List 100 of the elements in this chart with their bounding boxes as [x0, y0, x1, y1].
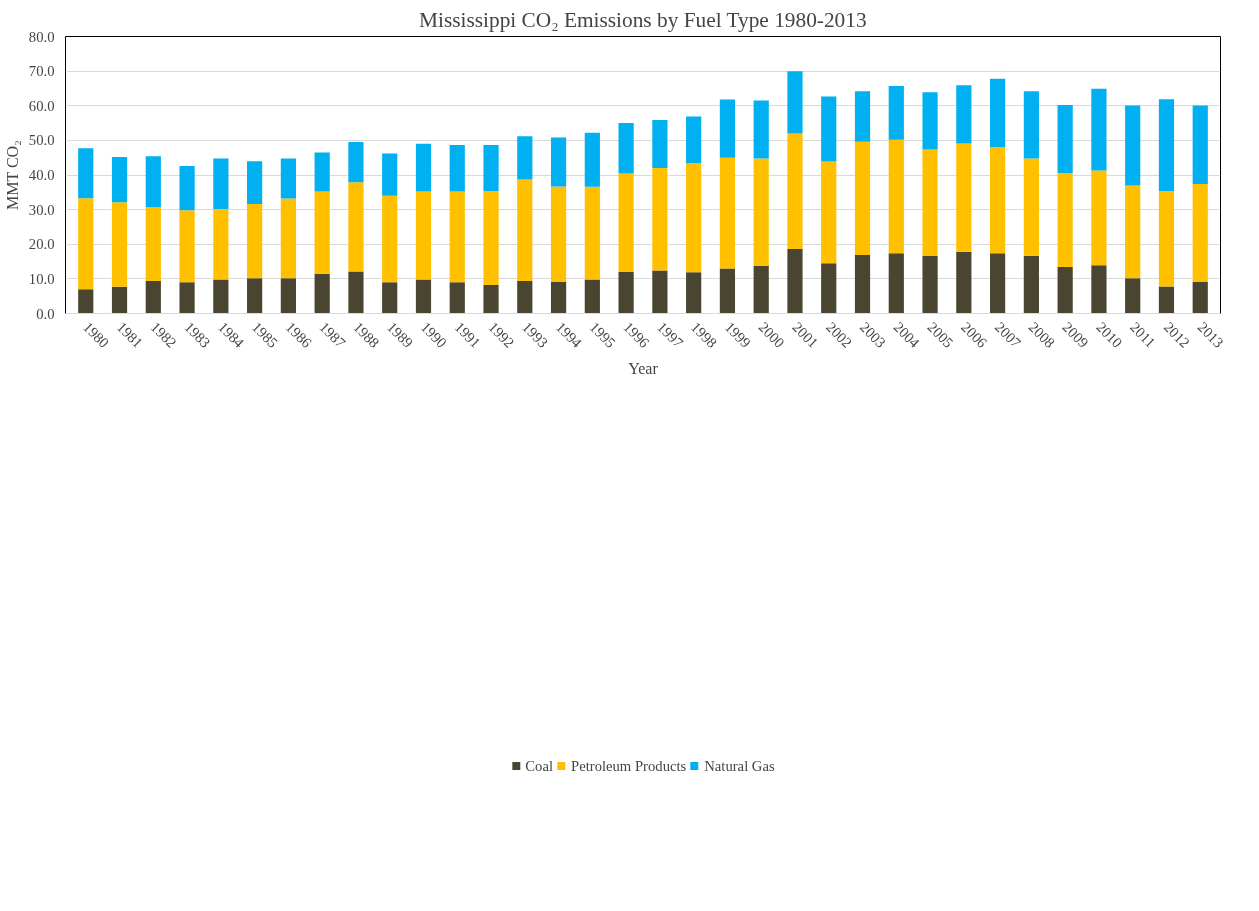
legend-label: Petroleum Products: [571, 757, 687, 775]
x-tick-label: 1997: [654, 318, 687, 351]
bar: [382, 195, 398, 283]
y-tick-label: 30.0: [28, 201, 55, 218]
bar: [1091, 170, 1107, 266]
bar: [584, 186, 600, 280]
x-tick-label: 1987: [316, 318, 349, 351]
bar: [449, 282, 465, 314]
x-tick-label: 1989: [384, 318, 417, 351]
bar: [415, 279, 432, 314]
bar: [449, 144, 465, 192]
y-tick-label: 10.0: [28, 270, 55, 287]
bar: [821, 161, 837, 264]
bar: [956, 143, 972, 252]
bar: [78, 198, 94, 290]
bar: [280, 158, 296, 199]
bar: [1057, 172, 1073, 268]
bar: [483, 190, 499, 286]
x-tick-label: 1980: [80, 318, 113, 351]
bar: [1125, 185, 1141, 279]
bar: [922, 92, 938, 150]
legend-label: Natural Gas: [704, 757, 775, 775]
bar: [652, 119, 668, 169]
bar: [1057, 105, 1073, 173]
bar: [990, 147, 1006, 254]
bar: [1023, 91, 1039, 159]
bar: [922, 149, 938, 257]
bar: [686, 116, 702, 164]
bar: [1158, 99, 1175, 191]
bar: [753, 100, 769, 159]
chart-title: Mississippi CO₂ Emissions by Fuel Type 1980-2013: [419, 7, 867, 32]
bar: [111, 156, 128, 203]
bar: [213, 208, 229, 280]
bar: [415, 191, 432, 280]
y-tick-label: 20.0: [28, 236, 55, 253]
bar: [787, 249, 803, 314]
bar: [449, 191, 465, 283]
bar: [1125, 105, 1141, 186]
bar: [179, 166, 195, 211]
bar: [1125, 278, 1141, 314]
bar: [1158, 190, 1175, 287]
bar: [753, 158, 769, 266]
bar: [517, 280, 533, 314]
bar: [213, 158, 229, 209]
bar: [686, 163, 702, 273]
bar: [652, 270, 668, 314]
bar: [348, 271, 364, 314]
bar: [280, 278, 296, 314]
bar: [517, 136, 533, 180]
bar: [111, 286, 128, 314]
bar: [550, 281, 567, 314]
bar: [787, 133, 803, 250]
bar: [1192, 105, 1208, 184]
bar: [821, 96, 837, 162]
bar: [179, 282, 195, 314]
bar: [145, 156, 161, 208]
bar: [652, 168, 668, 271]
bar: [584, 132, 600, 187]
bar: [854, 91, 871, 142]
bar: [382, 282, 398, 314]
bar: [686, 272, 702, 314]
bar: [483, 285, 499, 314]
bar: [1158, 286, 1175, 314]
bar: [517, 179, 533, 281]
bar: [145, 207, 161, 281]
bar: [854, 254, 871, 314]
bar: [280, 198, 296, 279]
bar: [854, 141, 871, 255]
bar: [145, 280, 161, 314]
y-axis-title: MMT CO₂: [3, 140, 21, 211]
bar: [1057, 267, 1073, 314]
bar: [550, 137, 567, 187]
bar: [719, 157, 736, 269]
bar: [382, 153, 398, 196]
bar: [888, 86, 904, 140]
bar: [1091, 265, 1107, 314]
bar: [584, 279, 600, 314]
bar: [787, 71, 803, 134]
bar: [1023, 158, 1039, 256]
bar: [314, 152, 330, 192]
bar: [719, 99, 736, 158]
bar: [314, 273, 330, 314]
bar: [179, 210, 195, 283]
bar: [550, 186, 567, 282]
bar: [821, 263, 837, 314]
bar: [348, 142, 364, 183]
bar: [888, 253, 904, 314]
bar: [990, 253, 1006, 314]
bar: [415, 143, 432, 192]
bar: [111, 202, 128, 287]
y-tick-label: 0.0: [36, 305, 55, 322]
x-tick-label: 1990: [417, 318, 450, 351]
bar: [1023, 255, 1039, 314]
bar: [719, 268, 736, 314]
bar: [1091, 88, 1107, 171]
bar: [618, 173, 634, 272]
bar: [314, 191, 330, 274]
bar: [1192, 184, 1208, 282]
y-tick-label: 80.0: [28, 28, 55, 45]
y-tick-label: 50.0: [28, 132, 55, 149]
